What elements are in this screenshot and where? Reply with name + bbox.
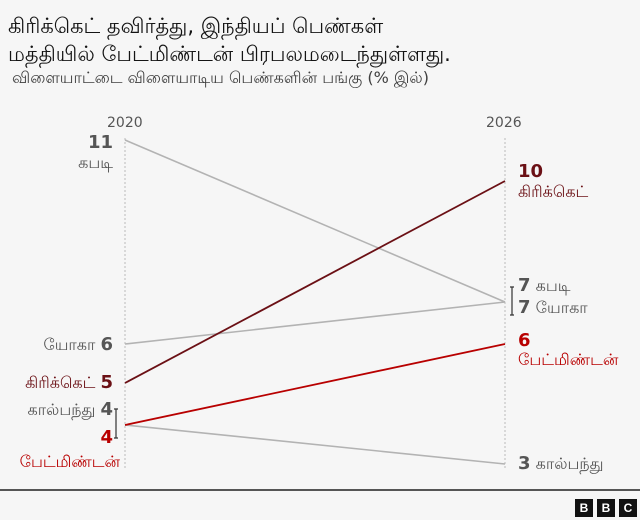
left-football-value: 4 — [100, 399, 113, 420]
left-badminton-name: பேட்மிண்டன் — [19, 452, 120, 471]
right-year-label: 2026 — [486, 115, 522, 131]
right-football-value: 3 — [518, 453, 531, 474]
bbc-logo: B B C — [575, 499, 637, 517]
right-football-name: கால்பந்து — [535, 454, 604, 473]
left-tie-bracket — [114, 408, 118, 439]
left-cricket: கிரிக்கெட் 5 — [25, 373, 113, 393]
right-football: 3 கால்பந்து — [518, 454, 604, 474]
right-cricket-value: 10 — [518, 161, 544, 182]
logo-letter: B — [575, 499, 593, 517]
right-badminton-value: 6 — [518, 330, 531, 351]
left-kabaddi-name: கபடி — [78, 153, 113, 172]
right-kabaddi-name: கபடி — [535, 276, 571, 295]
left-kabaddi-value: 11 — [87, 132, 113, 153]
left-yoga-value: 6 — [100, 334, 113, 355]
right-cricket-name: கிரிக்கெட் — [518, 182, 589, 201]
left-yoga: யோகா 6 — [43, 335, 113, 355]
line-yoga — [124, 301, 506, 345]
left-football: கால்பந்து 4 — [27, 400, 113, 420]
left-cricket-value: 5 — [100, 372, 113, 393]
right-yoga-name: யோகா — [535, 298, 588, 317]
right-tie-bracket — [510, 286, 514, 316]
right-kabaddi: 7 கபடி — [518, 276, 571, 296]
chart-title: கிரிக்கெட் தவிர்த்து, இந்தியப் பெண்கள் ம… — [8, 12, 628, 68]
right-yoga: 7 யோகா — [518, 298, 588, 318]
logo-letter: C — [619, 499, 637, 517]
logo-letter: B — [597, 499, 615, 517]
left-badminton-value: 4 — [100, 427, 113, 448]
line-cricket — [124, 180, 506, 384]
title-line-1: கிரிக்கெட் தவிர்த்து, இந்தியப் பெண்கள் — [8, 14, 384, 38]
right-badminton-name: பேட்மிண்டன் — [518, 350, 619, 369]
left-cricket-name: கிரிக்கெட் — [25, 373, 96, 392]
left-year-label: 2020 — [107, 115, 143, 131]
line-kabaddi — [124, 139, 506, 303]
footer-divider — [0, 489, 640, 491]
right-yoga-value: 7 — [518, 297, 531, 318]
left-yoga-name: யோகா — [43, 335, 96, 354]
title-line-2: மத்தியில் பேட்மிண்டன் பிரபலமடைந்துள்ளது. — [8, 42, 451, 66]
left-football-name: கால்பந்து — [27, 400, 96, 419]
line-badminton — [124, 343, 506, 426]
right-kabaddi-value: 7 — [518, 275, 531, 296]
chart-subtitle: விளையாட்டை விளையாடிய பெண்களின் பங்கு (% … — [12, 68, 429, 87]
line-football — [124, 424, 506, 465]
